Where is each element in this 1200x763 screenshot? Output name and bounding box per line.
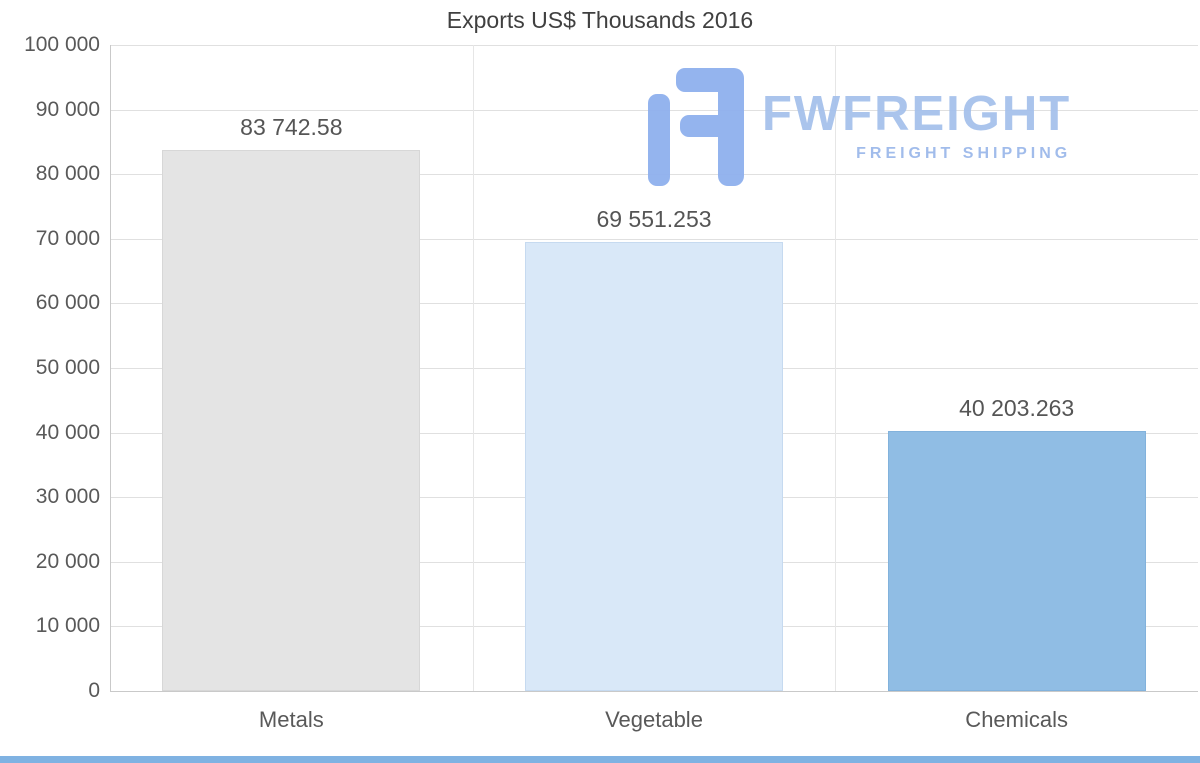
chart-title: Exports US$ Thousands 2016	[446, 7, 754, 33]
bar-value-label: 83 742.58	[240, 114, 343, 141]
bar-value-label: 69 551.253	[596, 205, 712, 232]
y-axis-tick-label: 0	[88, 679, 100, 702]
gridline	[110, 109, 1198, 111]
y-axis-tick-label: 40 000	[35, 420, 100, 444]
category-separator-line	[472, 45, 474, 691]
x-axis-category-label: Metals	[258, 707, 324, 732]
x-axis-category-label: Vegetable	[605, 707, 703, 732]
bar-metals	[162, 150, 421, 691]
y-axis-tick-label: 20 000	[35, 549, 100, 573]
y-axis-tick-label: 80 000	[35, 162, 100, 186]
y-axis-tick-label: 100 000	[24, 33, 100, 56]
gridline	[110, 238, 1198, 240]
y-axis-tick-label: 10 000	[35, 614, 100, 638]
y-axis-tick-label: 30 000	[35, 485, 100, 509]
y-axis-tick-label: 50 000	[35, 356, 100, 379]
footer-accent-bar	[0, 756, 1200, 763]
gridline	[110, 45, 1198, 46]
bar-chemicals	[887, 431, 1146, 691]
category-separator-line	[835, 45, 837, 691]
x-axis-category-label: Chemicals	[965, 707, 1069, 732]
y-axis-line	[110, 45, 111, 691]
bar-vegetable	[525, 241, 783, 691]
gridline	[110, 691, 1198, 692]
y-axis-tick-label: 90 000	[35, 97, 100, 121]
y-axis-tick-label: 70 000	[35, 226, 100, 250]
y-axis-tick-label: 60 000	[35, 291, 100, 315]
bar-value-label: 40 203.263	[959, 395, 1075, 422]
